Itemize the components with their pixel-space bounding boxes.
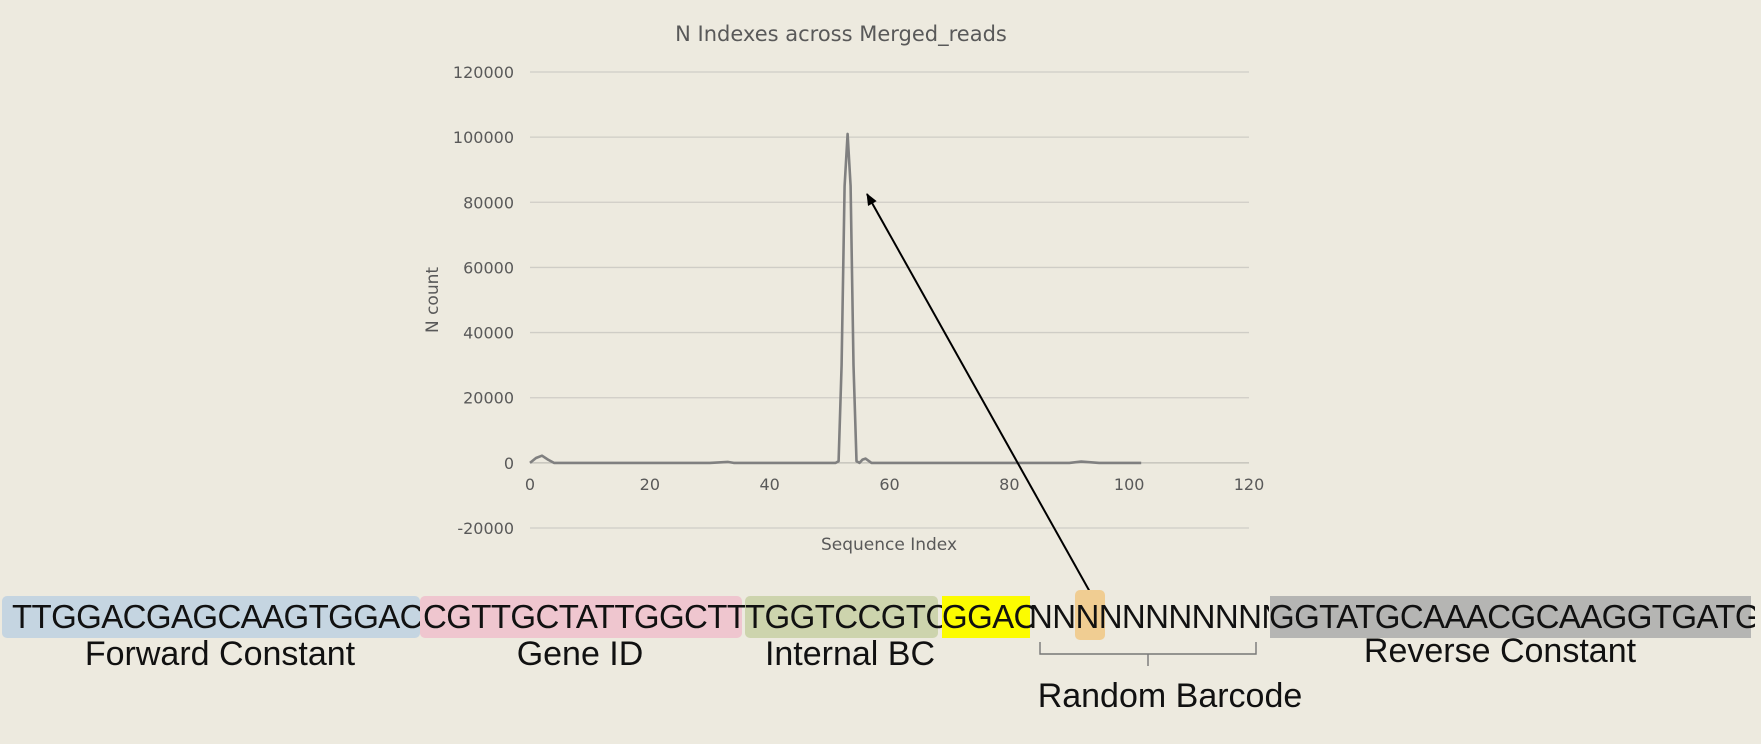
forward-constant-highlight <box>2 596 420 638</box>
y-tick-label: 60000 <box>463 258 514 277</box>
forward-constant-label: Forward Constant <box>84 635 356 673</box>
random-barcode-label: Random Barcode <box>1037 677 1303 715</box>
x-tick-label: 80 <box>999 475 1019 494</box>
y-tick-label: 80000 <box>463 193 514 212</box>
gene-id-sequence: CGTTGCTATTGGCTTG <box>423 598 745 635</box>
reverse-constant-sequence: GGTATGCAAACGCAAGGTGATGAT <box>1269 598 1755 635</box>
y-tick-label: 20000 <box>463 389 514 408</box>
gridlines <box>530 71 1249 529</box>
random-barcode-n-highlight <box>1075 590 1105 640</box>
y-tick-label: 100000 <box>453 128 514 147</box>
series-line-n-count <box>529 132 1142 465</box>
y-axis-ticks: -20000 0 20000 40000 60000 80000 100000 120000 <box>453 63 514 538</box>
x-axis-ticks: 0 20 40 60 80 100 120 <box>525 475 1264 494</box>
internal-bc-highlight <box>745 596 938 638</box>
reverse-constant-highlight <box>1270 596 1751 638</box>
forward-constant-sequence: TTGGACGAGCAAGTGGACCT <box>12 598 424 635</box>
y-tick-label: 0 <box>504 454 514 473</box>
internal-bc-label: Internal BC <box>764 635 936 673</box>
y-tick-label: -20000 <box>457 519 514 538</box>
internal-bc-sequence: TGGTCCGTCC <box>745 598 945 635</box>
y-tick-label: 40000 <box>463 324 514 343</box>
x-tick-label: 0 <box>525 475 535 494</box>
random-barcode-sequence: NNNNNNNNNNN <box>1029 598 1269 635</box>
x-tick-label: 20 <box>640 475 660 494</box>
reverse-constant-label: Reverse Constant <box>1363 632 1637 670</box>
gene-id-highlight <box>420 596 742 638</box>
y-axis-title: N count <box>423 267 443 333</box>
gene-id-label: Gene ID <box>516 635 644 673</box>
y-tick-label: 120000 <box>453 63 514 82</box>
chart-title: N Indexes across Merged_reads <box>675 22 1007 47</box>
construct-sequence: TTGGACGAGCAAGTGGACCT CGTTGCTATTGGCTTG TG… <box>0 590 1761 640</box>
x-tick-label: 100 <box>1114 475 1145 494</box>
random-barcode-brace <box>1039 642 1257 666</box>
x-axis-title: Sequence Index <box>821 535 957 555</box>
linker-sequence: GGAC <box>942 598 1032 635</box>
x-tick-label: 120 <box>1234 475 1265 494</box>
annotation-arrow <box>866 193 1091 593</box>
x-tick-label: 40 <box>759 475 779 494</box>
linker-highlight <box>942 596 1030 638</box>
x-tick-label: 60 <box>879 475 899 494</box>
